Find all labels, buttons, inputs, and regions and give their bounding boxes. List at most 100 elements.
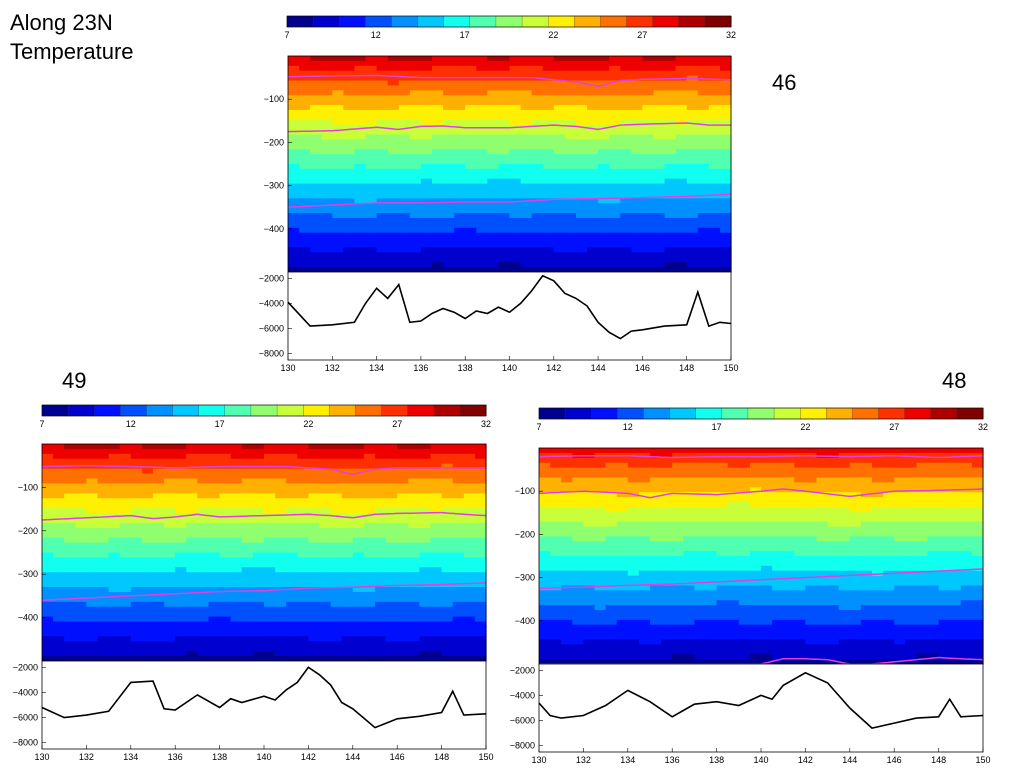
panel-46-heatmap-cell (365, 188, 378, 195)
panel-48-heatmap-cell (749, 502, 762, 508)
panel-49-heatmap-cell (186, 473, 198, 480)
panel-46-heatmap-cell (531, 159, 544, 165)
panel-46-heatmap-cell (299, 188, 311, 195)
panel-49-heatmap-cell (141, 577, 154, 583)
panel-46-heatmap-cell (354, 100, 367, 106)
panel-49-heatmap-cell (441, 646, 454, 652)
panel-48-heatmap-cell (949, 575, 962, 582)
panel-48-heatmap-cell (894, 497, 906, 503)
panel-48-heatmap-cell (805, 536, 818, 542)
panel-49-heatmap-cell (108, 458, 121, 465)
panel-49-heatmap-cell (108, 527, 121, 534)
panel-46-heatmap-cell (376, 237, 389, 244)
panel-48-heatmap-cell (539, 531, 551, 537)
panel-46-heatmap-cell (465, 114, 477, 121)
panel-49-heatmap-cell (108, 453, 121, 460)
panel-46-heatmap-cell (575, 65, 588, 72)
panel-49-heatmap-cell (330, 621, 343, 628)
panel-46-heatmap-cell (653, 183, 666, 190)
panel-46-heatmap-cell (465, 85, 477, 91)
panel-48-heatmap-cell (738, 516, 751, 523)
panel-49-heatmap-cell (153, 596, 165, 603)
panel-49-heatmap-cell (208, 508, 221, 514)
panel-46-heatmap-cell (332, 232, 344, 239)
panel-46-heatmap-cell (498, 213, 511, 219)
panel-46-heatmap-cell (476, 193, 488, 199)
panel-46-heatmap-cell (564, 227, 577, 234)
panel-48-heatmap-cell (883, 541, 895, 547)
panel-49-heatmap-cell (264, 522, 276, 529)
panel-49-heatmap-cell (64, 621, 76, 628)
panel-46-heatmap-cell (653, 208, 666, 214)
panel-46-heatmap-cell (686, 144, 699, 150)
panel-48-heatmap-cell (894, 511, 906, 518)
panel-48-heatmap-cell (794, 492, 806, 498)
panel-46-heatmap-cell (443, 70, 455, 77)
panel-46-heatmap-cell (520, 124, 533, 131)
panel-49-heatmap-cell (42, 587, 54, 593)
panel-48-heatmap-cell (960, 541, 973, 547)
panel-48-heatmap-cell (683, 546, 695, 552)
panel-48-heatmap-cell (794, 590, 806, 596)
panel-49-heatmap-cell (408, 547, 420, 554)
panel-46-heatmap-cell (598, 252, 610, 258)
panel-49-heatmap-cell (186, 611, 198, 618)
panel-48-heatmap-cell (727, 482, 740, 488)
panel-46-heatmap-cell (675, 100, 688, 106)
panel-49-heatmap-cell (53, 458, 65, 465)
panel-49-heatmap-cell (264, 606, 276, 613)
panel-46-heatmap-cell (575, 232, 588, 239)
panel-49-heatmap-cell (363, 542, 376, 549)
panel-46-heatmap-cell (420, 114, 433, 121)
panel-49-heatmap-cell (42, 448, 54, 455)
panel-48-heatmap-cell (572, 595, 584, 601)
panel-48-heatmap-cell (772, 560, 784, 567)
panel-49-colorbar-tick-label: 27 (392, 419, 402, 429)
panel-49-heatmap-cell (252, 626, 265, 633)
panel-49-heatmap-cell (219, 508, 232, 514)
panel-46-heatmap-cell (531, 90, 544, 96)
panel-46-heatmap-cell (343, 213, 356, 219)
panel-49-heatmap-cell (419, 631, 432, 637)
panel-46-heatmap-cell (587, 178, 599, 185)
panel-49-heatmap-cell (42, 572, 54, 578)
panel-49-heatmap-cell (352, 463, 365, 470)
panel-46-heatmap-cell (653, 114, 666, 121)
panel-46-heatmap-cell (675, 257, 688, 263)
panel-48-heatmap-cell (583, 492, 596, 498)
panel-49-heatmap-cell (386, 493, 398, 499)
panel-49-heatmap-cell (141, 453, 154, 460)
panel-46-heatmap-cell (631, 70, 643, 77)
panel-48-heatmap-cell (539, 467, 551, 474)
panel-46-heatmap-cell (498, 203, 511, 209)
panel-49-heatmap-cell (352, 651, 365, 657)
panel-49-heatmap-cell (119, 478, 132, 485)
panel-48-heatmap-cell (727, 570, 740, 577)
panel-48-heatmap-cell (583, 531, 596, 537)
panel-46-heatmap-cell (398, 159, 411, 165)
panel-49-heatmap-cell (153, 567, 165, 573)
panel-48-heatmap-cell (749, 511, 762, 518)
panel-49-heatmap-cell (164, 557, 176, 563)
panel-48-heatmap-cell (827, 448, 840, 454)
panel-48-heatmap-cell (550, 516, 562, 523)
panel-49-heatmap-cell (252, 537, 265, 544)
panel-48-heatmap-cell (727, 462, 740, 469)
panel-46-heatmap-cell (465, 60, 477, 67)
panel-49-heatmap-cell (441, 567, 454, 573)
panel-49-heatmap-cell (64, 537, 76, 544)
panel-49-heatmap-cell (175, 611, 187, 618)
panel-48-heatmap-cell (650, 546, 662, 552)
panel-46-heatmap-cell (564, 257, 577, 263)
panel-46-heatmap-cell (719, 252, 732, 258)
panel-46-heatmap-cell (398, 124, 411, 131)
panel-49-heatmap-cell (130, 498, 143, 504)
panel-49-heatmap-cell (474, 473, 487, 480)
panel-49-heatmap-cell (463, 651, 476, 657)
panel-46-heatmap-cell (509, 188, 522, 195)
panel-48-heatmap-cell (827, 462, 840, 469)
panel-48-heatmap-cell (661, 521, 673, 528)
panel-46-heatmap-cell (708, 85, 721, 91)
panel-48-heatmap-cell (916, 477, 929, 483)
panel-49-heatmap-cell (275, 641, 287, 647)
